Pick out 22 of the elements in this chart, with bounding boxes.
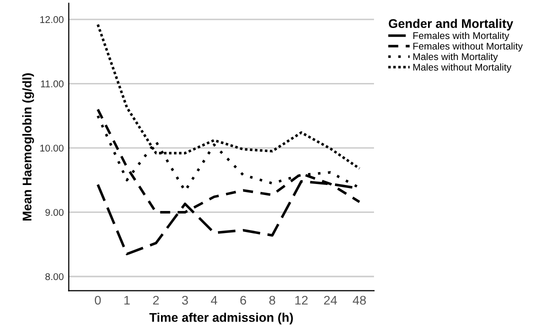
x-tick-label: 6: [240, 296, 246, 305]
legend-label: Males without Mortality: [413, 64, 512, 73]
x-tick-label: 48: [352, 296, 366, 305]
x-tick-label: 4: [210, 296, 218, 305]
x-tick-label: 1: [124, 296, 130, 305]
y-tick-label: 11.00: [41, 80, 64, 88]
y-tick-label: 8.00: [45, 273, 64, 280]
legend-title: Gender and Mortality: [388, 18, 514, 30]
y-tick-label: 12.00: [40, 16, 64, 24]
x-tick-label: 8: [269, 296, 276, 305]
y-tick-label: 10.00: [40, 144, 64, 152]
legend-label: Females with Mortality: [413, 32, 510, 42]
legend-label: Males with Mortality: [413, 52, 498, 62]
y-axis-title: Mean Haemoglobin (g/dl): [22, 73, 34, 220]
legend-label: Females without Mortality: [413, 42, 523, 52]
x-axis-title: Time after admission (h): [149, 312, 293, 324]
x-tick-label: 3: [182, 296, 188, 305]
x-tick-label: 0: [94, 296, 101, 305]
x-tick-label: 12: [295, 296, 308, 305]
y-tick-label: 9.00: [45, 208, 64, 216]
x-tick-label: 2: [153, 296, 159, 305]
x-tick-label: 24: [324, 296, 337, 305]
